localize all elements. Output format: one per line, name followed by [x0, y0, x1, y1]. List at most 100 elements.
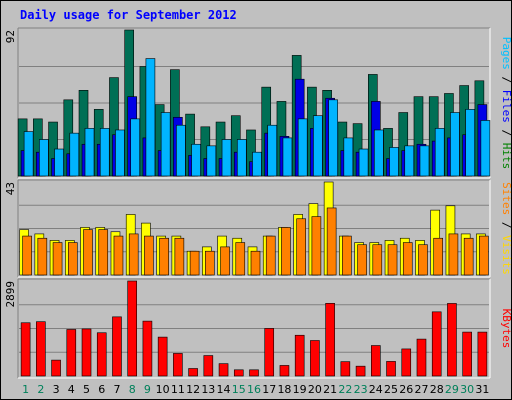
bar-sites-day-12 [189, 250, 200, 276]
bar-sites-day-9 [144, 235, 154, 276]
bar-sites-day-18 [281, 227, 291, 276]
day-label: 21 [323, 383, 337, 396]
bar-pages-day-17 [267, 124, 278, 177]
legend-separator: / [500, 70, 512, 90]
day-label: 1 [22, 383, 29, 396]
bar-pages-day-7 [115, 129, 125, 177]
bar-kbytes-day-22 [340, 361, 351, 377]
bar-kbytes-day-8 [127, 280, 137, 377]
day-label: 27 [414, 383, 428, 396]
bar-pages-day-26 [404, 145, 415, 177]
day-label: 20 [308, 383, 322, 396]
bar-kbytes-day-5 [81, 328, 92, 377]
chart-title: Daily usage for September 2012 [20, 8, 237, 22]
day-label: 12 [186, 383, 200, 396]
bar-sites-day-10 [159, 237, 169, 276]
bar-kbytes-day-20 [310, 340, 320, 377]
day-label: 19 [293, 383, 307, 396]
legend-entry-visits: Visits [500, 235, 512, 275]
bar-sites-day-26 [402, 242, 413, 276]
bar-kbytes-day-17 [264, 328, 275, 377]
day-label: 17 [262, 383, 276, 396]
panel-hits-files-pages: 92 Pages / Files / Hits [4, 27, 512, 179]
day-label: 18 [277, 383, 291, 396]
legend-entry-kbytes: KBytes [500, 309, 512, 349]
bar-pages-day-15 [236, 139, 247, 177]
day-label: 5 [83, 383, 90, 396]
bar-sites-day-29 [448, 233, 459, 276]
bar-kbytes-day-29 [447, 303, 457, 377]
panel-kbytes: 2899 KBytes [4, 278, 512, 379]
bar-sites-day-31 [479, 235, 489, 276]
day-label: 31 [475, 383, 489, 396]
panel-max-label: 92 [4, 30, 17, 43]
day-label: 23 [354, 383, 368, 396]
bar-pages-day-5 [84, 128, 95, 177]
bar-kbytes-day-2 [36, 321, 46, 377]
x-axis-day-labels: 1 2 3 4 5 6 7 8 9 10 11 12 13 14 15 16 17 18 19 20 21 22 23 24 2… [22, 383, 489, 396]
legend-entry-sites: Sites [500, 182, 512, 215]
bar-sites-day-8 [128, 233, 139, 276]
day-label: 25 [384, 383, 398, 396]
bar-kbytes-day-14 [218, 363, 229, 377]
bar-sites-day-6 [98, 229, 109, 276]
day-label: 24 [369, 383, 383, 396]
bar-pages-day-9 [145, 58, 156, 177]
day-label: 10 [156, 383, 170, 396]
bar-sites-day-7 [113, 235, 124, 276]
bar-pages-day-8 [130, 118, 140, 177]
panel-legend-label: KBytes [500, 309, 512, 349]
bar-pages-day-23 [358, 148, 369, 177]
day-label: 15 [232, 383, 246, 396]
bar-sites-day-20 [311, 216, 322, 276]
bar-kbytes-day-25 [386, 361, 396, 377]
bar-pages-day-1 [23, 131, 34, 177]
legend-entry-hits: Hits [500, 143, 512, 170]
bar-pages-day-27 [419, 145, 430, 177]
bar-pages-day-25 [389, 147, 399, 177]
day-label: 3 [53, 383, 60, 396]
bar-sites-day-11 [174, 237, 185, 276]
legend-separator: / [500, 123, 512, 143]
day-label: 30 [460, 383, 474, 396]
day-label: 16 [247, 383, 261, 396]
chart-panels: 92 Pages / Files / Hits 43 Sites / Visits 28… [4, 27, 512, 379]
bar-sites-day-25 [387, 244, 398, 276]
bar-kbytes-day-23 [355, 365, 366, 377]
legend-entry-pages: Pages [500, 37, 512, 70]
bar-pages-day-20 [313, 115, 323, 177]
day-label: 2 [37, 383, 44, 396]
bar-kbytes-day-4 [66, 329, 77, 377]
bar-kbytes-day-16 [249, 369, 259, 377]
legend-separator: / [500, 215, 512, 235]
bar-pages-day-12 [191, 143, 201, 177]
bar-sites-day-17 [265, 235, 276, 276]
bar-pages-day-11 [176, 124, 186, 177]
day-label: 13 [201, 383, 215, 396]
bar-kbytes-day-13 [203, 355, 214, 377]
bar-kbytes-day-27 [416, 338, 427, 377]
bar-pages-day-19 [297, 118, 308, 177]
bar-sites-day-14 [220, 246, 230, 276]
panel-max-label: 43 [4, 182, 17, 195]
bar-kbytes-day-24 [371, 345, 381, 377]
bar-kbytes-day-6 [96, 332, 107, 377]
bar-sites-day-1 [22, 235, 32, 276]
bar-pages-day-28 [434, 128, 445, 177]
bar-pages-day-3 [54, 148, 64, 177]
bar-sites-day-24 [372, 244, 383, 276]
bar-kbytes-day-30 [462, 331, 472, 377]
bar-pages-day-14 [221, 139, 232, 177]
bar-sites-day-27 [418, 244, 428, 276]
day-label: 11 [171, 383, 185, 396]
bar-kbytes-day-7 [112, 316, 122, 377]
bar-kbytes-day-11 [173, 353, 183, 377]
day-label: 6 [98, 383, 105, 396]
bar-kbytes-day-3 [51, 359, 61, 377]
bar-kbytes-day-31 [477, 331, 488, 377]
bar-kbytes-day-1 [20, 322, 31, 377]
bar-pages-day-24 [374, 129, 384, 177]
bar-sites-day-21 [326, 207, 337, 276]
day-label: 7 [113, 383, 120, 396]
